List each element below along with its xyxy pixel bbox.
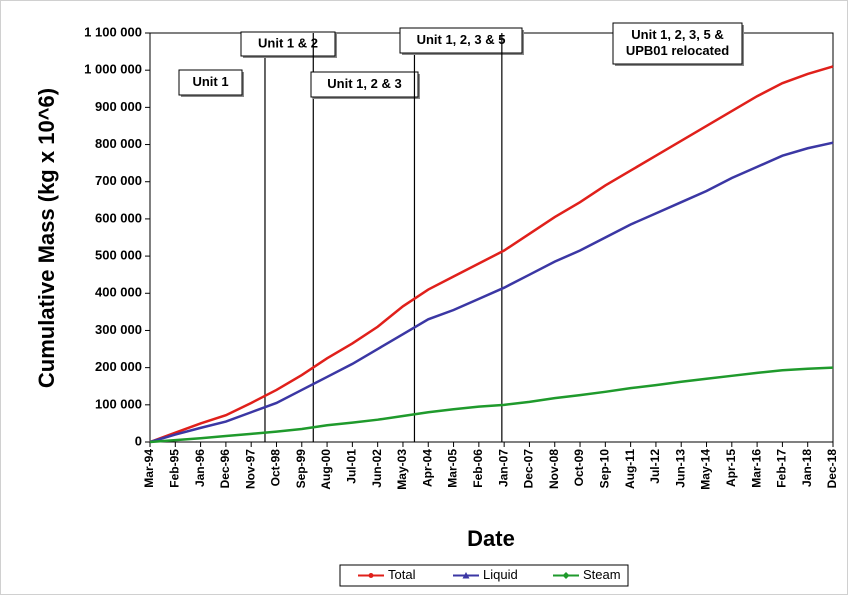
x-tick-label: Jul-12	[648, 449, 662, 484]
annotation-text: UPB01 relocated	[626, 43, 729, 58]
x-tick-label: Jan-07	[496, 449, 510, 487]
x-tick-label: May-03	[395, 449, 409, 490]
legend-label: Total	[388, 567, 416, 582]
x-tick-label: Sep-99	[294, 449, 308, 489]
x-tick-label: Feb-06	[471, 449, 485, 488]
legend-marker	[462, 572, 470, 579]
annotation-box	[178, 69, 243, 96]
x-tick-label: Dec-96	[218, 449, 232, 489]
annotation-text: Unit 1, 2 & 3	[327, 76, 401, 91]
x-tick-label: Oct-09	[572, 449, 586, 487]
x-tick-label: Apr-15	[724, 449, 738, 487]
y-tick-label: 1 100 000	[84, 24, 142, 39]
x-tick-label: Dec-18	[825, 449, 839, 489]
x-tick-label: Feb-95	[167, 449, 181, 488]
x-tick-label: Nov-08	[547, 449, 561, 489]
chart-border	[0, 0, 848, 595]
y-tick-label: 300 000	[95, 322, 142, 337]
legend-label: Steam	[583, 567, 621, 582]
y-tick-label: 600 000	[95, 210, 142, 225]
series-line	[149, 141, 834, 444]
x-axis-title: Date	[467, 526, 515, 551]
y-tick-label: 200 000	[95, 359, 142, 374]
y-tick-label: 0	[135, 433, 142, 448]
annotation-text: Unit 1 & 2	[258, 35, 318, 50]
x-tick-label: May-14	[699, 449, 713, 490]
y-tick-label: 100 000	[95, 396, 142, 411]
x-tick-label: Nov-97	[243, 449, 257, 489]
series-line	[149, 65, 834, 444]
x-tick-label: Jul-01	[345, 449, 359, 484]
x-tick-label: Feb-17	[775, 449, 789, 488]
annotation-text: Unit 1, 2, 3 & 5	[417, 32, 506, 47]
series-line	[149, 366, 834, 444]
annotation-text: Unit 1, 2, 3, 5 &	[631, 27, 723, 42]
x-tick-label: Aug-11	[623, 449, 637, 489]
legend-marker	[562, 572, 570, 579]
x-tick-label: Dec-07	[522, 449, 536, 489]
y-tick-label: 700 000	[95, 173, 142, 188]
y-axis-title: Cumulative Mass (kg x 10^6)	[34, 88, 59, 388]
legend-label: Liquid	[483, 567, 518, 582]
annotation-box	[310, 71, 419, 98]
y-tick-label: 900 000	[95, 99, 142, 114]
y-tick-label: 800 000	[95, 136, 142, 151]
x-tick-label: Mar-05	[446, 449, 460, 488]
annotation-box	[240, 31, 336, 57]
x-tick-label: Apr-04	[420, 449, 434, 487]
x-tick-label: Jan-96	[193, 449, 207, 487]
x-tick-label: Mar-94	[142, 449, 156, 488]
annotation-box	[612, 22, 743, 65]
legend-marker	[368, 573, 374, 578]
x-tick-label: Jun-13	[673, 449, 687, 488]
x-tick-label: Mar-16	[749, 449, 763, 488]
x-tick-label: Aug-00	[319, 449, 333, 490]
y-tick-label: 1 000 000	[84, 62, 142, 77]
x-tick-label: Oct-98	[269, 449, 283, 487]
y-tick-label: 400 000	[95, 285, 142, 300]
x-tick-label: Sep-10	[598, 449, 612, 489]
legend-box	[339, 564, 629, 587]
y-tick-label: 500 000	[95, 248, 142, 263]
x-tick-label: Jun-02	[370, 449, 384, 488]
annotation-text: Unit 1	[192, 74, 228, 89]
x-tick-label: Jan-18	[800, 449, 814, 487]
